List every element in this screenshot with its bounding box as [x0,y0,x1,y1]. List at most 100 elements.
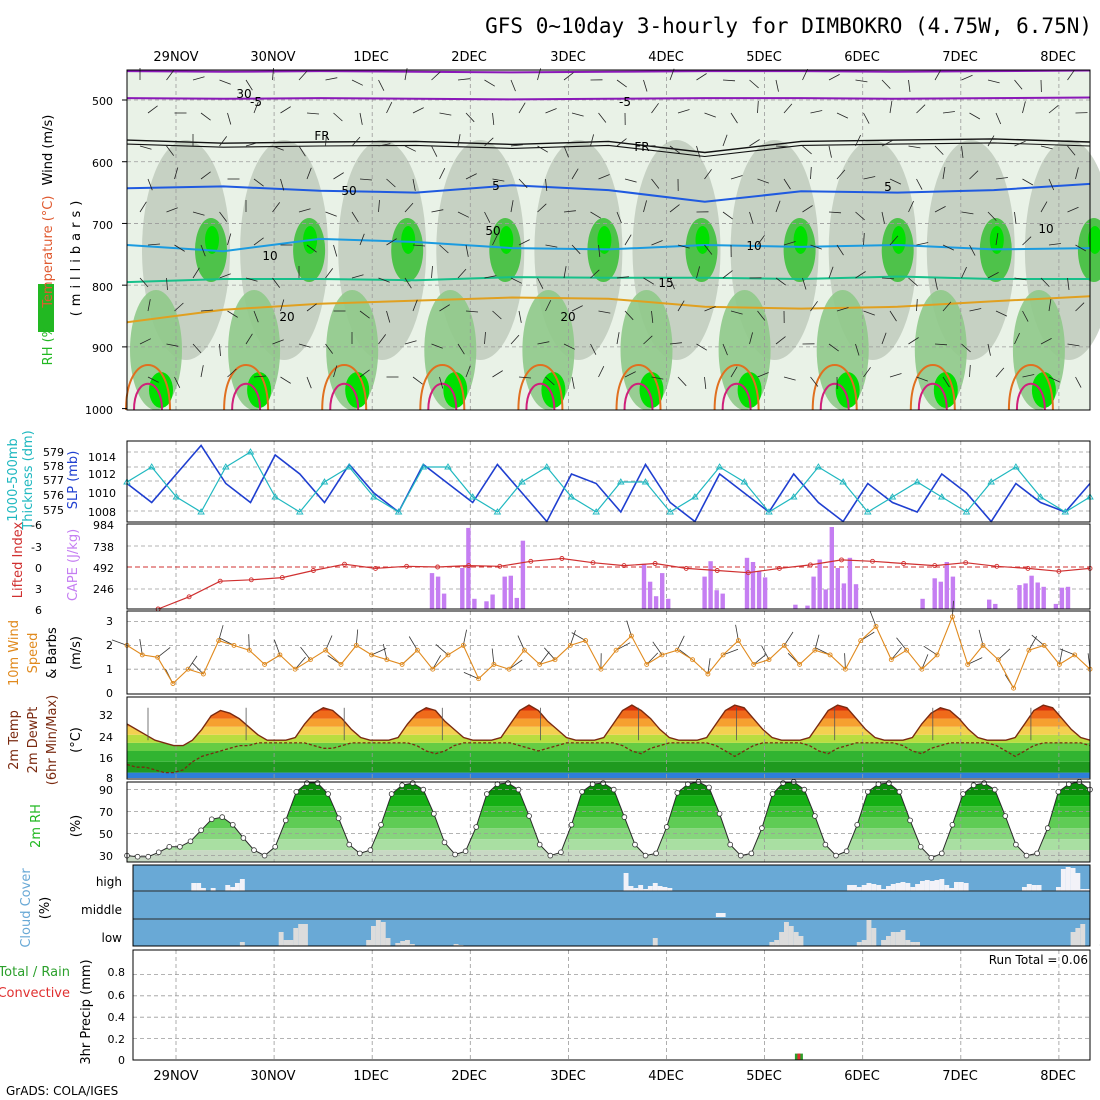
cloud-high-bar [652,883,658,891]
wind-barb [462,629,467,646]
rh-marker [399,782,405,788]
wind-barb [200,365,204,378]
slp-line [126,444,1091,523]
wind-barb [761,645,770,660]
wind-barb [306,112,320,115]
y-tick-label: 700 [92,219,113,232]
wind-barb [730,175,743,180]
wind-marker [797,661,803,667]
date-label-top: 3DEC [550,50,586,65]
rh-marker [769,791,776,797]
wind-marker [323,647,329,653]
wind-barb [1067,343,1080,347]
wind-barb [412,178,416,191]
wind-barb [652,641,663,656]
li-marker [901,561,907,566]
wind-barb [465,365,471,378]
label-wind: Wind (m/s) [41,115,56,186]
wind-barb [439,244,449,254]
cape-li-panel: -6 -3 0 3 6 984 738 492 246 Lifted Index… [11,519,1093,617]
isotherm-line [126,295,1091,324]
cloud-background [133,865,1090,946]
wind-barb [942,376,950,388]
cloud-high-bar [1022,887,1027,891]
rh-max [793,226,808,254]
wind-barb [280,178,285,191]
wind-marker [338,661,344,667]
wind-barb [166,145,175,156]
rh-marker [272,843,279,850]
wind-barb [139,338,151,345]
rh-band [127,817,1090,829]
cape-tick: 984 [93,519,114,532]
wind-barb [869,611,877,627]
cloud-low-bar [769,942,775,946]
cloud-frame [132,864,1091,947]
temp2m-frame [126,696,1091,780]
cape-bar [1059,587,1065,609]
wind-barb [836,112,849,119]
rh-marker [219,814,226,820]
temp-units: (°C) [69,727,84,753]
thickness-marker [1061,508,1070,515]
cloud-low-bar [405,940,410,946]
upper-air-yticks: 500 600 700 800 900 1000 [85,95,113,417]
y-tick-label: 90 [99,784,113,797]
thickness-marker [172,493,181,500]
wind-marker [277,652,283,658]
li-marker [621,563,627,569]
temp-lobe [1007,364,1054,411]
wind-label-4: (m/s) [69,636,84,670]
wind-barb [147,243,161,246]
li-marker [932,563,938,569]
rh-max [401,226,416,254]
wind-barb [253,375,267,378]
wind-barb [942,244,955,251]
cloud-high-bar [958,882,964,891]
cloud-high-bar [1075,873,1081,891]
wind-barb [969,308,982,312]
temp-lobe [623,382,654,411]
slp-label: SLP (mb) [66,451,81,510]
wind-barb [272,202,281,213]
wind-barb [828,145,832,158]
date-label-bottom: 2DEC [451,1069,487,1084]
wind-barb [248,634,250,651]
wind-barb [881,140,893,147]
wind-barb [961,74,973,81]
cape-bar [1017,585,1022,609]
wind-barb [200,171,211,180]
cloud-low-bar [1070,932,1076,946]
wind-barb [707,658,711,675]
wind-barb [669,342,682,345]
cloud-high-bar [647,886,653,891]
wind-marker [170,681,176,686]
wind-barb [518,178,528,189]
li-marker [404,563,410,569]
wind-barb [571,376,575,389]
y-tick-label: 2 [106,639,113,652]
wind-barb [1048,105,1059,114]
cloud-low-bar [779,932,784,946]
cape-bar [647,581,653,609]
thickness-marker [493,508,502,515]
wind10m-frame [126,610,1091,695]
wind-barb [484,137,494,147]
wind-barb [351,136,361,147]
cloud-high-bar [1056,887,1061,891]
wind-barb [457,78,470,81]
rh-max [205,226,219,254]
li-tick: -6 [31,519,42,532]
cape-bar [490,594,495,609]
cloud-low-bar [788,926,794,946]
wind-barb [934,206,946,213]
wind-marker [659,652,665,658]
cloud-label: Cloud Cover [19,868,34,948]
thickness-marker [666,508,674,515]
thickness-marker [740,478,749,485]
rh-marker [155,849,162,856]
cloud-low-bar [866,920,872,946]
rh-marker [536,841,543,848]
li-marker [839,557,844,563]
wind-barb [961,266,967,279]
